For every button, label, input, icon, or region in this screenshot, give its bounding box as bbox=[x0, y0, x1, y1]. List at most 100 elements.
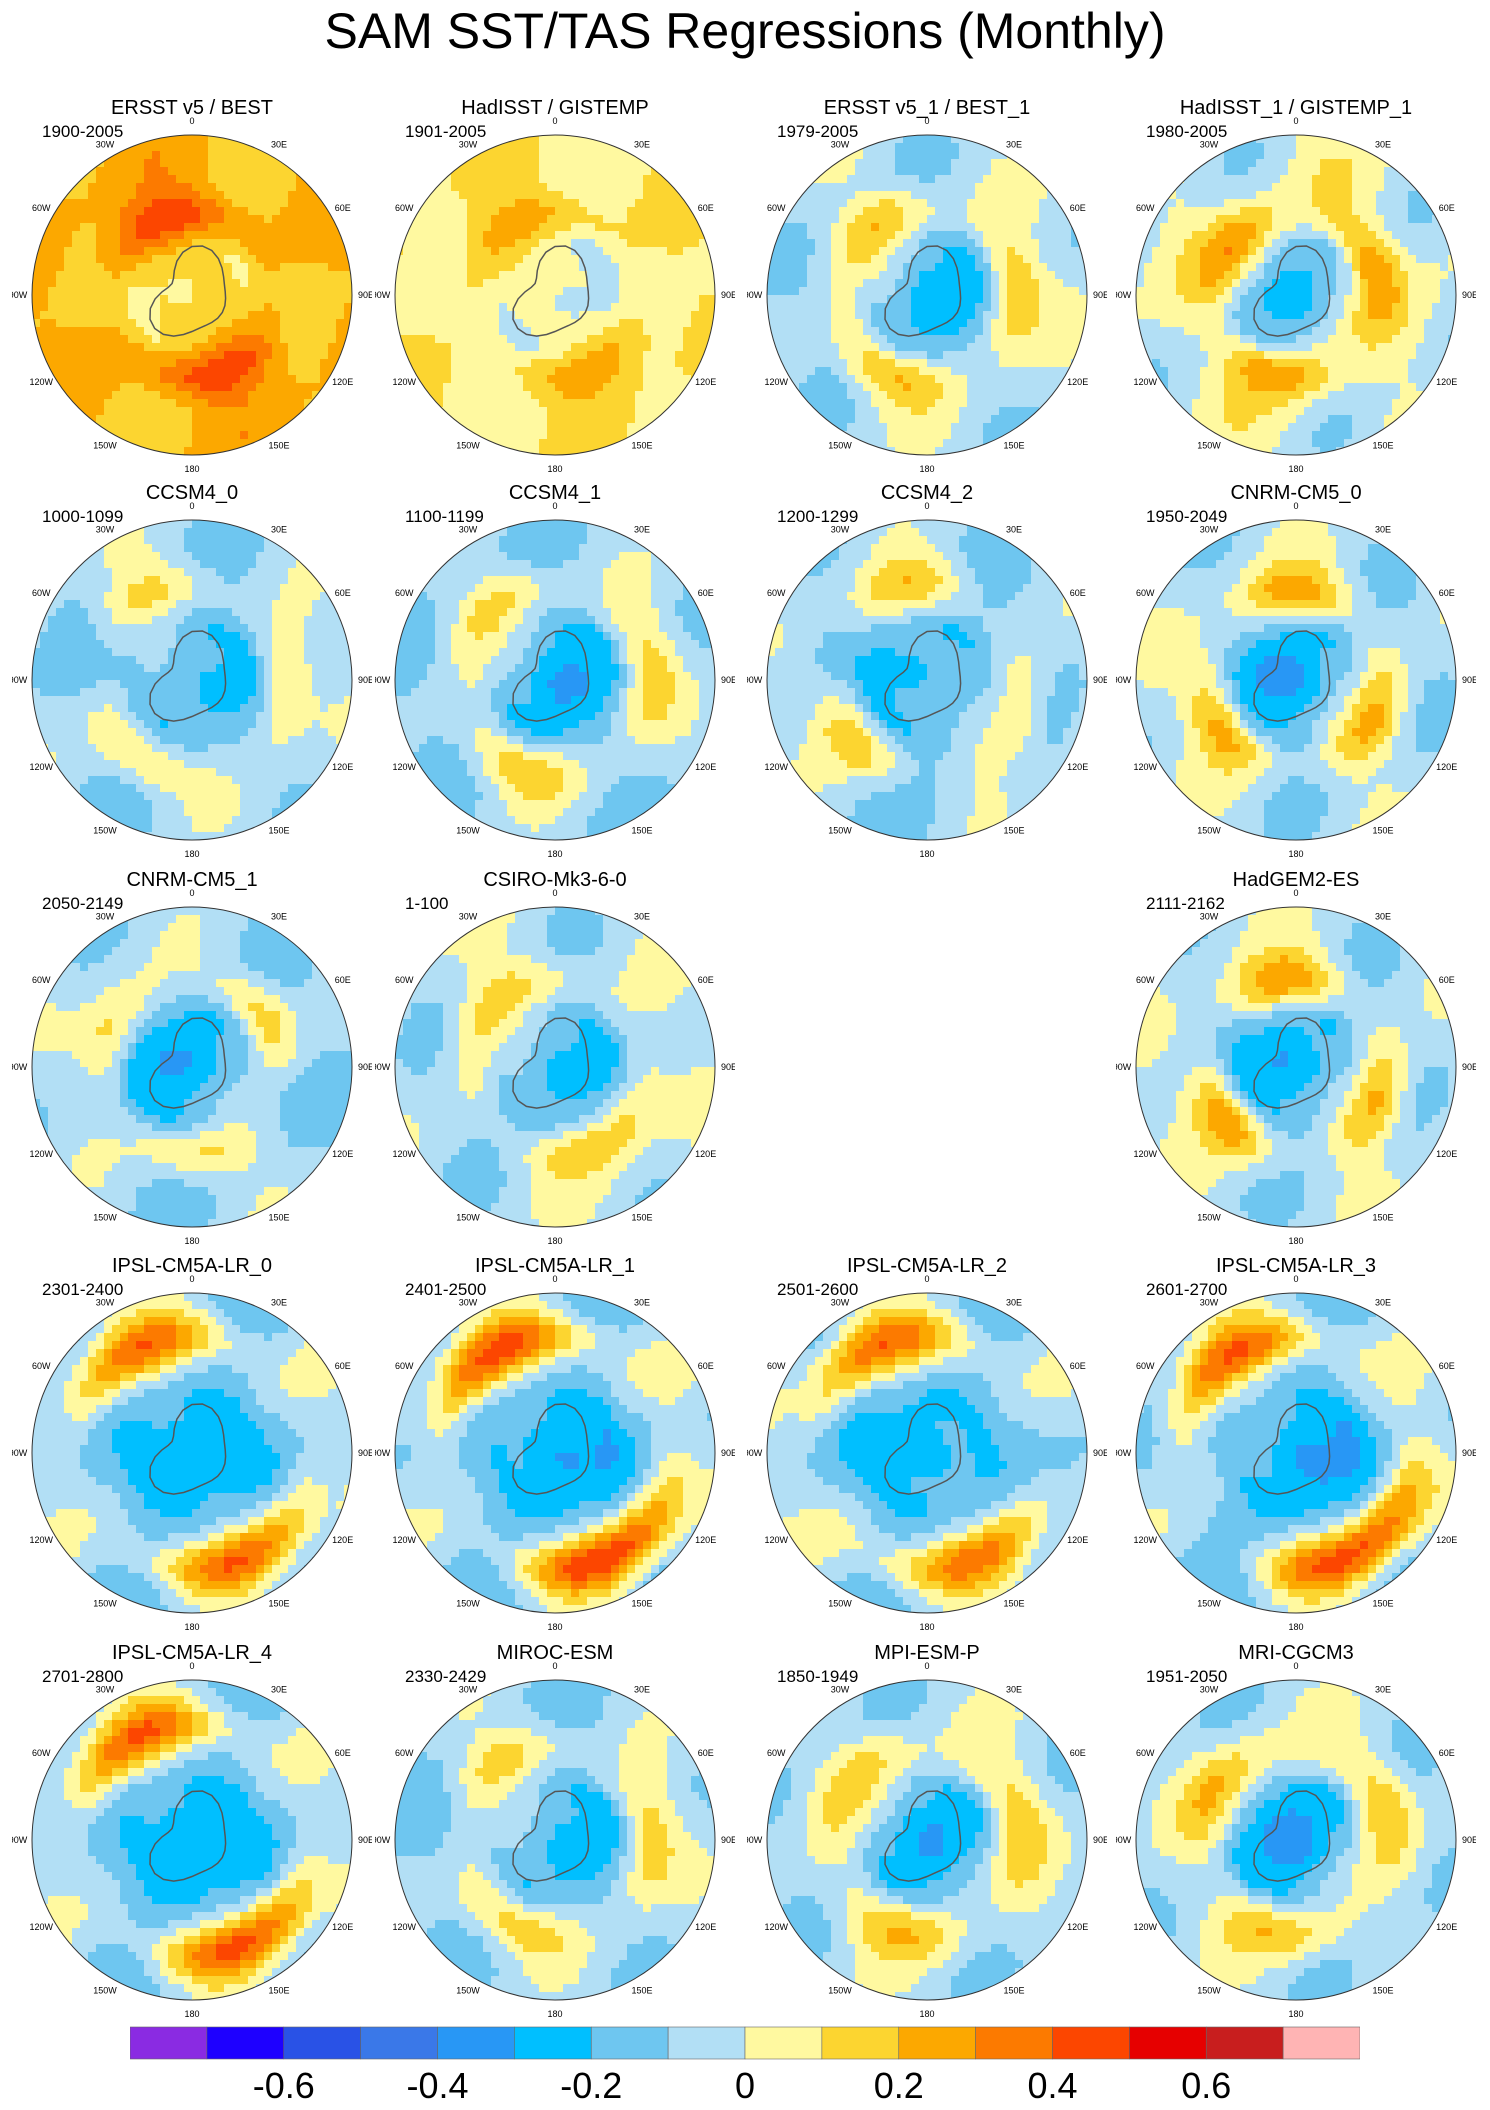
field-cell bbox=[935, 423, 944, 432]
field-cell bbox=[1015, 303, 1024, 312]
field-cell bbox=[1240, 407, 1249, 416]
field-cell bbox=[967, 207, 976, 216]
field-cell bbox=[775, 367, 784, 376]
field-cell bbox=[959, 231, 968, 240]
field-cell bbox=[1071, 343, 1080, 352]
field-cell bbox=[1232, 407, 1241, 416]
field-cell bbox=[863, 135, 872, 144]
field-cell bbox=[839, 223, 848, 232]
field-cell bbox=[587, 343, 596, 352]
field-cell bbox=[919, 351, 928, 360]
field-cell bbox=[627, 207, 636, 216]
field-cell bbox=[256, 399, 265, 408]
field-cell bbox=[451, 207, 460, 216]
field-cell bbox=[975, 159, 984, 168]
field-cell bbox=[232, 167, 241, 176]
field-cell bbox=[192, 271, 201, 280]
field-cell bbox=[935, 159, 944, 168]
field-cell bbox=[248, 199, 257, 208]
field-cell bbox=[927, 431, 936, 440]
field-cell bbox=[435, 311, 444, 320]
field-cell bbox=[459, 223, 468, 232]
field-cell bbox=[515, 295, 524, 304]
field-cell bbox=[1304, 383, 1313, 392]
field-cell bbox=[523, 263, 532, 272]
field-cell bbox=[935, 207, 944, 216]
field-cell bbox=[863, 431, 872, 440]
field-cell bbox=[547, 215, 556, 224]
field-cell bbox=[72, 279, 81, 288]
field-cell bbox=[1288, 439, 1297, 448]
field-cell bbox=[1256, 207, 1265, 216]
field-cell bbox=[1071, 287, 1080, 296]
field-cell bbox=[1248, 415, 1257, 424]
field-cell bbox=[1256, 303, 1265, 312]
field-cell bbox=[136, 215, 145, 224]
field-cell bbox=[555, 415, 564, 424]
field-cell bbox=[1136, 311, 1145, 320]
field-cell bbox=[595, 287, 604, 296]
field-cell bbox=[983, 247, 992, 256]
field-cell bbox=[935, 191, 944, 200]
field-cell bbox=[1288, 215, 1297, 224]
field-cell bbox=[983, 159, 992, 168]
field-cell bbox=[839, 247, 848, 256]
field-cell bbox=[136, 311, 145, 320]
field-cell bbox=[507, 295, 516, 304]
field-cell bbox=[595, 199, 604, 208]
field-cell bbox=[1296, 247, 1305, 256]
field-cell bbox=[1280, 319, 1289, 328]
field-cell bbox=[579, 399, 588, 408]
field-cell bbox=[1007, 335, 1016, 344]
field-cell bbox=[184, 375, 193, 384]
field-cell bbox=[887, 311, 896, 320]
field-cell bbox=[1015, 263, 1024, 272]
field-cell bbox=[603, 415, 612, 424]
field-cell bbox=[216, 207, 225, 216]
field-cell bbox=[256, 183, 265, 192]
field-cell bbox=[975, 167, 984, 176]
field-cell bbox=[903, 431, 912, 440]
field-cell bbox=[579, 391, 588, 400]
field-cell bbox=[88, 263, 97, 272]
field-cell bbox=[1288, 447, 1297, 455]
field-cell bbox=[88, 423, 97, 432]
field-cell bbox=[863, 399, 872, 408]
field-cell bbox=[839, 431, 848, 440]
field-cell bbox=[1007, 215, 1016, 224]
field-cell bbox=[280, 407, 289, 416]
field-cell bbox=[128, 135, 137, 144]
field-cell bbox=[152, 391, 161, 400]
field-cell bbox=[775, 239, 784, 248]
field-cell bbox=[555, 439, 564, 448]
field-cell bbox=[791, 279, 800, 288]
field-cell bbox=[320, 191, 329, 200]
field-cell bbox=[579, 143, 588, 152]
field-cell bbox=[192, 183, 201, 192]
field-cell bbox=[427, 367, 436, 376]
field-cell bbox=[555, 383, 564, 392]
field-cell bbox=[1039, 231, 1048, 240]
field-cell bbox=[288, 247, 297, 256]
field-cell bbox=[1280, 159, 1289, 168]
field-cell bbox=[232, 247, 241, 256]
field-cell bbox=[1184, 183, 1193, 192]
field-cell bbox=[1272, 439, 1281, 448]
field-cell bbox=[515, 263, 524, 272]
field-cell bbox=[547, 183, 556, 192]
field-cell bbox=[507, 439, 516, 448]
field-cell bbox=[1063, 319, 1072, 328]
field-cell bbox=[152, 311, 161, 320]
field-cell bbox=[791, 311, 800, 320]
field-cell bbox=[975, 415, 984, 424]
field-cell bbox=[839, 391, 848, 400]
field-cell bbox=[1015, 343, 1024, 352]
field-cell bbox=[783, 343, 792, 352]
field-cell bbox=[547, 279, 556, 288]
field-cell bbox=[136, 431, 145, 440]
field-cell bbox=[136, 415, 145, 424]
field-cell bbox=[1176, 247, 1185, 256]
field-cell bbox=[128, 143, 137, 152]
field-cell bbox=[667, 279, 676, 288]
field-cell bbox=[1280, 287, 1289, 296]
